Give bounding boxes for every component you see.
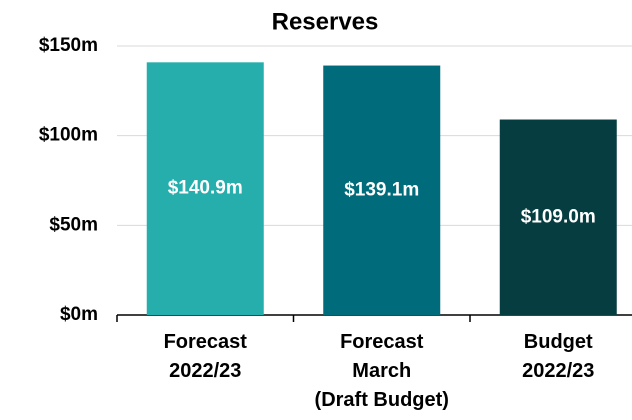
x-tick-label: Forecast March (Draft Budget) bbox=[315, 331, 449, 411]
x-tick-label: Budget 2022/23 bbox=[522, 331, 594, 382]
value-label: $139.1m bbox=[344, 179, 419, 200]
y-tick-label: $100m bbox=[39, 125, 98, 146]
x-tick-label: Forecast 2022/23 bbox=[164, 331, 248, 382]
bar bbox=[146, 62, 264, 315]
chart-title: Reserves bbox=[272, 8, 379, 35]
y-tick-label: $0m bbox=[60, 304, 98, 325]
bar bbox=[323, 65, 441, 315]
value-label: $140.9m bbox=[168, 178, 243, 199]
bar bbox=[499, 119, 617, 315]
y-tick-label: $150m bbox=[39, 35, 98, 56]
value-label: $109.0m bbox=[521, 206, 596, 227]
y-tick-label: $50m bbox=[49, 214, 98, 235]
